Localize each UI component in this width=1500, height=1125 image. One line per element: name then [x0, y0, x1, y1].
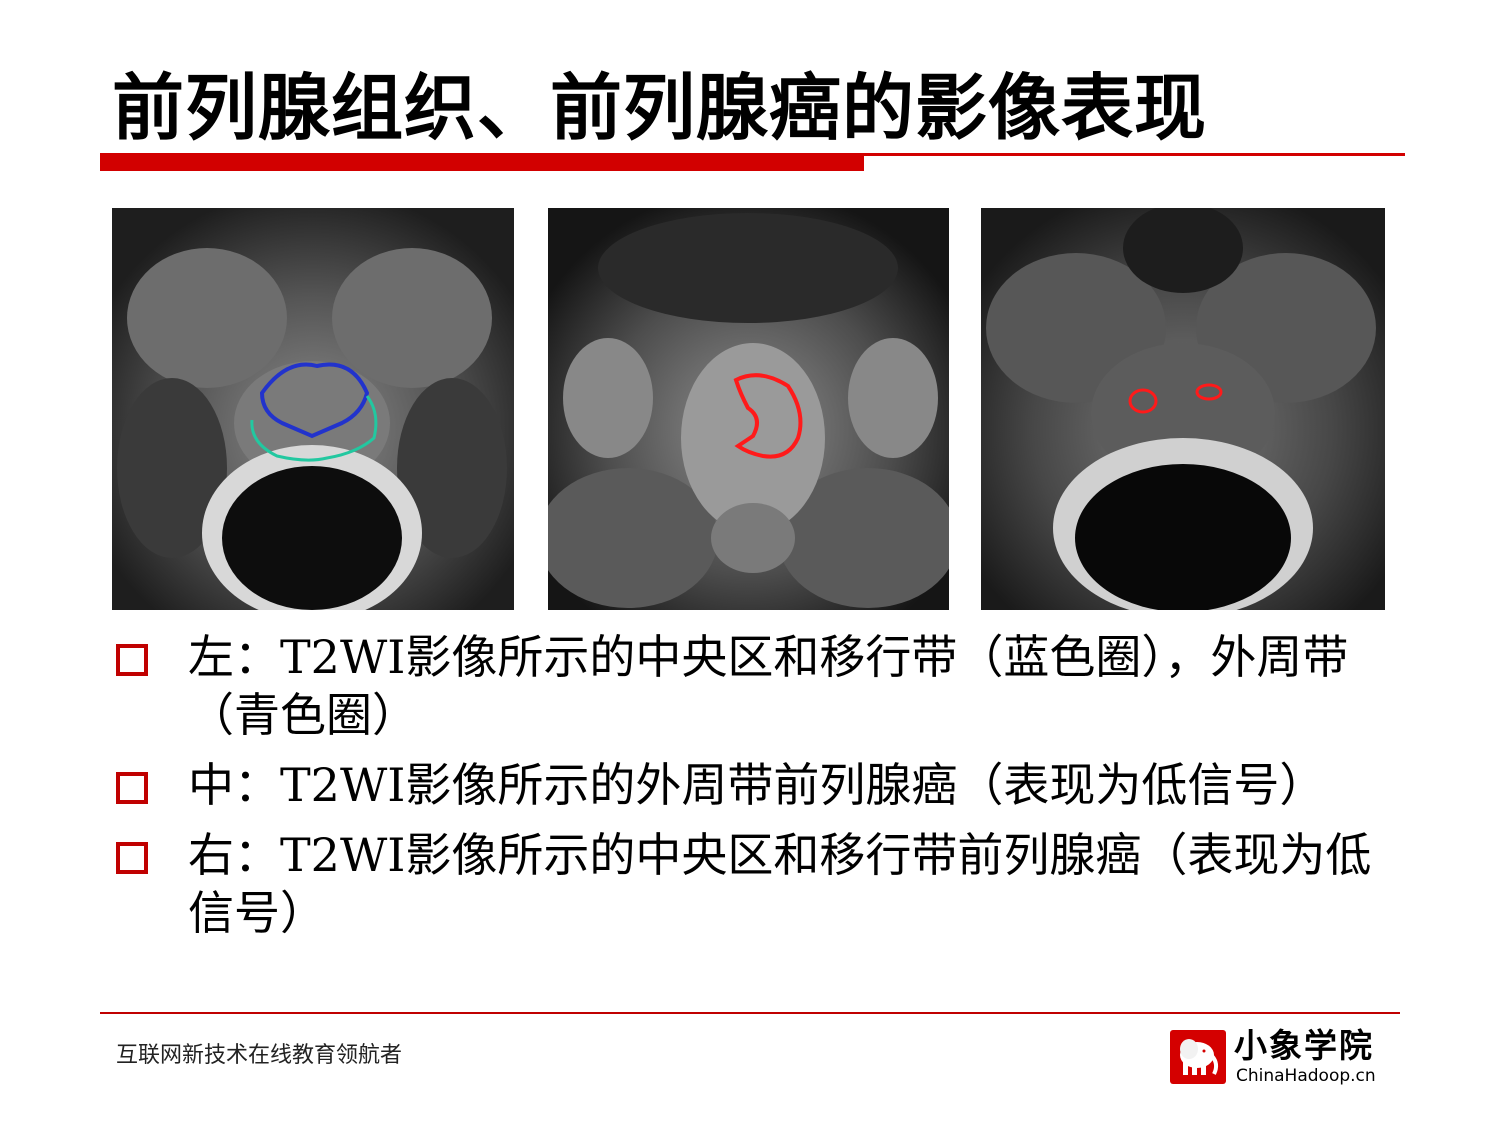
square-bullet-icon	[116, 842, 148, 874]
title-rule-thick	[100, 156, 864, 171]
bullet-item-right: 右：T2WI影像所示的中央区和移行带前列腺癌（表现为低信号）	[112, 826, 1412, 942]
bullet-text: 左：T2WI影像所示的中央区和移行带（蓝色圈），外周带（青色圈）	[188, 630, 1349, 742]
footer-tagline: 互联网新技术在线教育领航者	[116, 1043, 403, 1068]
title-rule-thin	[100, 153, 1405, 156]
bullet-list: 左：T2WI影像所示的中央区和移行带（蓝色圈），外周带（青色圈） 中：T2WI影…	[112, 628, 1412, 954]
slide-title: 前列腺组织、前列腺癌的影像表现	[112, 66, 1208, 150]
bullet-item-left: 左：T2WI影像所示的中央区和移行带（蓝色圈），外周带（青色圈）	[112, 628, 1412, 744]
red-contour-right	[1195, 383, 1223, 401]
elephant-icon	[1170, 1030, 1226, 1084]
mri-image-center	[548, 208, 949, 610]
red-contour-left	[1128, 388, 1158, 414]
bullet-item-center: 中：T2WI影像所示的外周带前列腺癌（表现为低信号）	[112, 756, 1412, 814]
bullet-text: 中：T2WI影像所示的外周带前列腺癌（表现为低信号）	[188, 758, 1326, 812]
logo: 小象学院 ChinaHadoop.cn	[1170, 1026, 1390, 1088]
square-bullet-icon	[116, 772, 148, 804]
logo-name: 小象学院	[1234, 1026, 1374, 1065]
cyan-contour	[250, 395, 378, 462]
logo-site: ChinaHadoop.cn	[1236, 1066, 1376, 1086]
mri-left-svg	[112, 208, 514, 610]
mri-image-right	[981, 208, 1385, 610]
mri-center-svg	[548, 208, 949, 610]
blue-contour	[259, 362, 370, 439]
red-contour	[733, 373, 803, 459]
footer-rule	[100, 1012, 1400, 1014]
mri-right-svg	[981, 208, 1385, 610]
square-bullet-icon	[116, 644, 148, 676]
bullet-text: 右：T2WI影像所示的中央区和移行带前列腺癌（表现为低信号）	[188, 828, 1372, 940]
mri-image-left	[112, 208, 514, 610]
